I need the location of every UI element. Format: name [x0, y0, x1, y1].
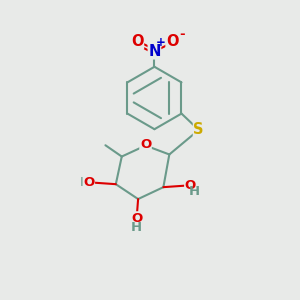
Text: O: O — [166, 34, 178, 49]
Text: S: S — [194, 122, 204, 137]
Text: H: H — [189, 185, 200, 198]
Text: O: O — [185, 179, 196, 192]
Text: O: O — [140, 138, 151, 151]
Text: O: O — [83, 176, 94, 189]
Text: H: H — [80, 176, 91, 189]
Text: -: - — [180, 28, 185, 40]
Text: O: O — [131, 212, 142, 225]
Text: +: + — [156, 36, 166, 49]
Text: O: O — [131, 34, 143, 49]
Text: N: N — [148, 44, 160, 59]
Text: H: H — [131, 221, 142, 234]
